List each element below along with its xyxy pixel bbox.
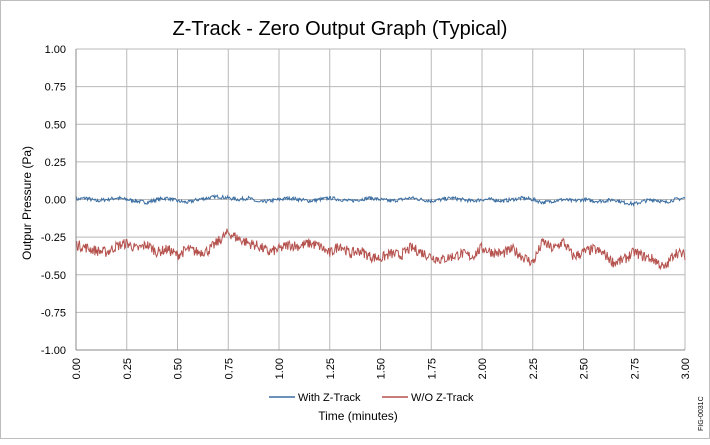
y-tick-label: 0.25 xyxy=(45,157,66,169)
chart-title: Z-Track - Zero Output Graph (Typical) xyxy=(173,18,508,40)
x-tick-label: 2.75 xyxy=(629,358,641,379)
y-tick-label: -1.00 xyxy=(41,345,66,357)
legend: With Z-Track W/O Z-Track xyxy=(269,392,474,404)
x-tick-label: 2.50 xyxy=(579,358,591,379)
y-tick-label: 0.75 xyxy=(45,82,66,94)
x-tick-label: 1.25 xyxy=(325,358,337,379)
x-tick-label: 1.75 xyxy=(426,358,438,379)
y-tick-label: 0.50 xyxy=(45,119,66,131)
y-tick-labels: 1.00 0.75 0.50 0.25 0.00 -0.25 -0.50 -0.75 -1.00 xyxy=(41,44,66,357)
x-tick-label: 0.25 xyxy=(122,358,134,379)
figure-code: FIG-0031C xyxy=(698,396,705,431)
y-tick-label: -0.25 xyxy=(41,232,66,244)
y-tick-label: -0.50 xyxy=(41,270,66,282)
x-tick-label: 0.75 xyxy=(223,358,235,379)
y-axis-label: Outpur Pressure (Pa) xyxy=(20,146,34,260)
series-layer xyxy=(75,193,686,271)
x-tick-label: 0.50 xyxy=(173,358,185,379)
x-tick-labels: 0.00 0.25 0.50 0.75 1.00 1.25 1.50 1.75 2.00 2.25… xyxy=(71,358,692,379)
legend-label: With Z-Track xyxy=(298,392,361,404)
y-tick-label: 1.00 xyxy=(45,44,66,56)
axes xyxy=(75,49,685,351)
x-tick-label: 1.00 xyxy=(274,358,286,379)
legend-label: W/O Z-Track xyxy=(411,392,474,404)
y-tick-label: -0.75 xyxy=(41,307,66,319)
series-line-with-z-track xyxy=(75,193,686,208)
x-tick-label: 1.50 xyxy=(376,358,388,379)
x-tick-label: 0.00 xyxy=(71,358,83,379)
x-tick-label: 3.00 xyxy=(680,358,692,379)
x-axis-label: Time (minutes) xyxy=(318,409,398,423)
x-tick-label: 2.25 xyxy=(528,358,540,379)
y-tick-label: 0.00 xyxy=(45,195,66,207)
x-tick-label: 2.00 xyxy=(477,358,489,379)
series-line-without-z-track xyxy=(75,228,686,271)
